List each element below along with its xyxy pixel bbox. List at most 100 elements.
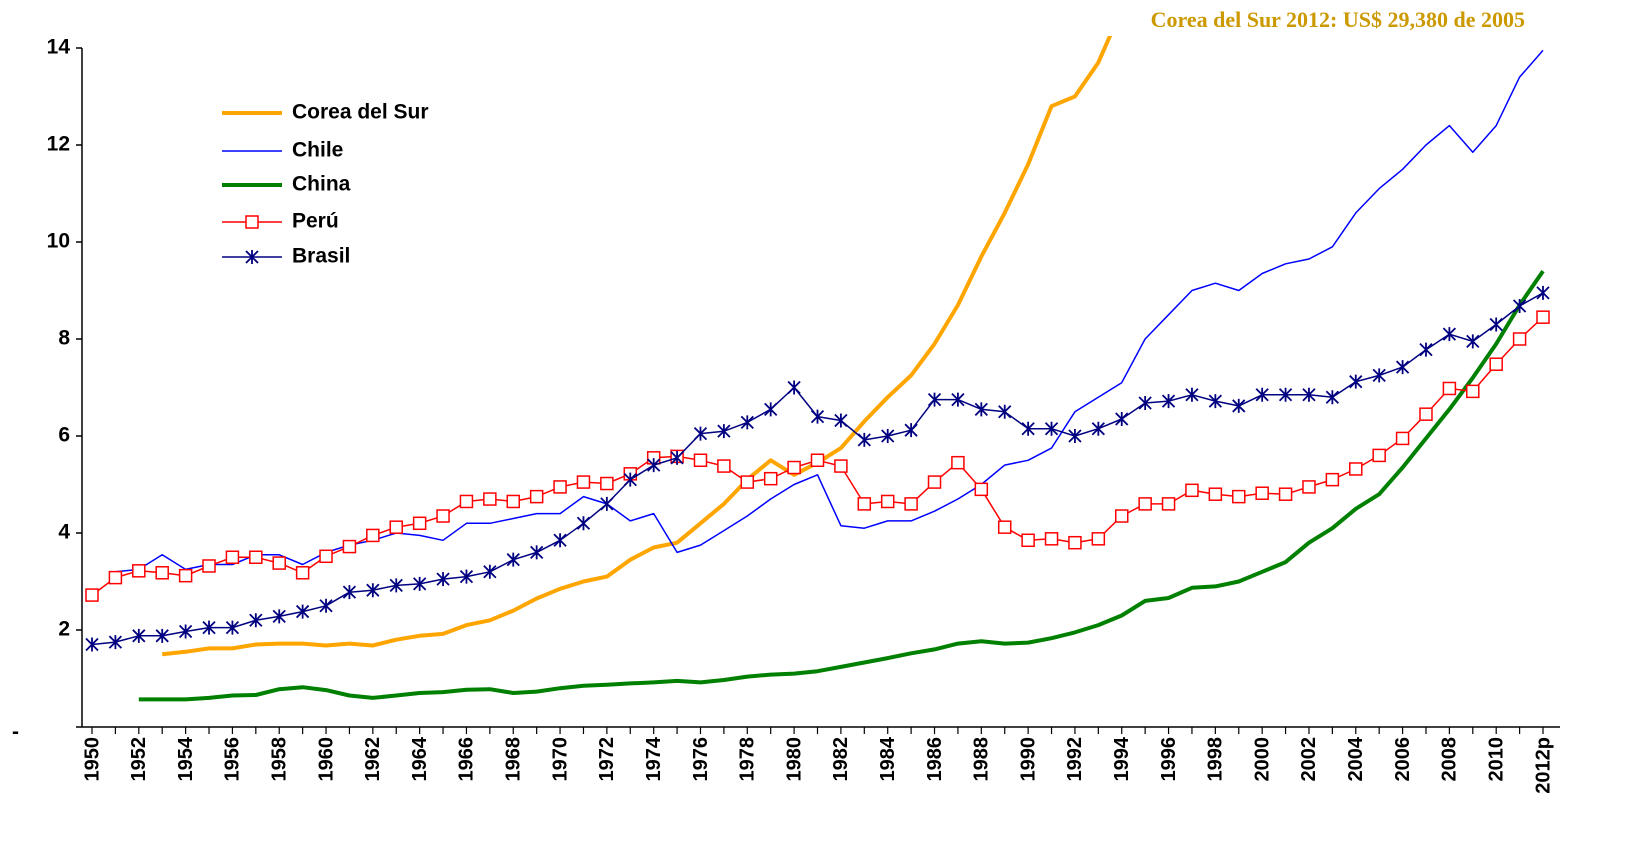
series-line <box>91 292 1544 646</box>
x-tick-label: 1970 <box>549 737 571 782</box>
point-marker <box>670 450 684 465</box>
point-marker <box>600 476 614 491</box>
point-marker <box>1021 421 1035 436</box>
point-marker <box>1091 421 1105 436</box>
point-marker <box>1114 509 1129 523</box>
x-tick-label: 1962 <box>362 737 384 782</box>
point-marker <box>155 566 169 580</box>
y-tick-label: 6 <box>58 424 70 447</box>
x-tick-label: 1950 <box>81 737 103 782</box>
point-marker <box>927 475 942 489</box>
point-marker <box>1302 387 1316 402</box>
x-tick-label: 1992 <box>1064 737 1086 782</box>
y-tick-label: - <box>12 721 19 744</box>
point-marker <box>108 635 123 650</box>
point-marker <box>1068 429 1082 443</box>
series-line <box>138 269 1545 702</box>
point-marker <box>342 539 357 554</box>
point-marker <box>225 550 240 564</box>
x-tick-label: 1974 <box>643 736 665 781</box>
point-marker <box>1349 462 1363 476</box>
point-marker <box>1512 332 1527 346</box>
point-marker <box>436 509 450 523</box>
x-tick-label: 1954 <box>175 736 197 781</box>
point-marker <box>600 496 614 511</box>
point-marker <box>834 459 848 473</box>
point-marker <box>108 570 123 585</box>
point-marker <box>1325 472 1340 487</box>
x-tick-label: 2008 <box>1439 737 1461 782</box>
x-tick-label: 2004 <box>1345 736 1367 781</box>
point-marker <box>506 494 521 509</box>
point-marker <box>951 392 965 407</box>
y-tick-label: 8 <box>58 327 70 350</box>
point-marker <box>857 497 872 511</box>
x-tick-label: 1984 <box>877 736 899 781</box>
point-marker <box>249 613 263 628</box>
legend-marker <box>245 250 259 264</box>
plot-area <box>85 36 1550 702</box>
point-marker <box>974 482 989 497</box>
point-marker <box>1349 374 1363 389</box>
point-marker <box>295 604 310 619</box>
point-marker <box>436 572 450 587</box>
x-tick-label: 1964 <box>409 736 431 781</box>
legend-label: Perú <box>292 210 339 233</box>
point-marker <box>951 455 965 470</box>
point-marker <box>1489 357 1503 371</box>
point-marker <box>319 549 333 564</box>
point-marker <box>1208 487 1223 501</box>
point-marker <box>295 566 310 580</box>
annotation: Corea del Sur 2012: US$ 29,380 de 2005 <box>1151 7 1525 32</box>
legend-label: Corea del Sur <box>292 101 429 124</box>
point-marker <box>1419 407 1433 421</box>
point-marker <box>1138 497 1152 511</box>
point-marker <box>1208 394 1222 409</box>
x-tick-label: 1968 <box>503 737 525 782</box>
point-marker <box>1278 387 1293 402</box>
y-tick-label: 12 <box>47 133 70 156</box>
point-marker <box>413 576 427 591</box>
point-marker <box>1161 394 1176 409</box>
point-marker <box>576 475 591 489</box>
point-marker <box>576 516 591 531</box>
point-marker <box>459 494 474 509</box>
point-marker <box>202 559 216 573</box>
point-marker <box>764 402 778 417</box>
point-marker <box>1232 398 1246 413</box>
point-marker <box>1442 327 1457 342</box>
series-line <box>161 36 1113 657</box>
point-marker <box>763 471 778 486</box>
point-marker <box>1138 396 1152 411</box>
y-tick-label: 14 <box>47 36 71 59</box>
point-marker <box>693 426 708 441</box>
point-marker <box>319 598 333 613</box>
point-marker <box>881 429 895 443</box>
point-marker <box>740 415 754 430</box>
x-tick-label: 1972 <box>596 737 618 782</box>
point-marker <box>1466 384 1480 399</box>
point-marker <box>506 552 520 567</box>
x-tick-label: 1996 <box>1158 737 1180 782</box>
y-tick-label: 2 <box>58 618 70 641</box>
point-marker <box>132 564 146 578</box>
series-line <box>115 49 1544 573</box>
point-marker <box>1536 285 1550 300</box>
point-marker <box>717 459 731 473</box>
point-marker <box>1044 421 1059 436</box>
legend-marker <box>245 215 259 229</box>
point-marker <box>623 472 637 487</box>
point-marker <box>366 528 380 543</box>
point-marker <box>647 458 661 473</box>
x-tick-label: 2000 <box>1251 737 1273 782</box>
x-tick-label: 1980 <box>783 737 805 782</box>
point-marker <box>483 492 497 506</box>
x-tick-label: 1976 <box>690 737 712 782</box>
point-marker <box>553 533 567 548</box>
x-tick-label: 1986 <box>924 737 946 782</box>
x-tick-label: 1958 <box>269 737 291 782</box>
point-marker <box>1044 532 1059 546</box>
point-marker <box>389 578 403 593</box>
point-marker <box>927 392 942 407</box>
